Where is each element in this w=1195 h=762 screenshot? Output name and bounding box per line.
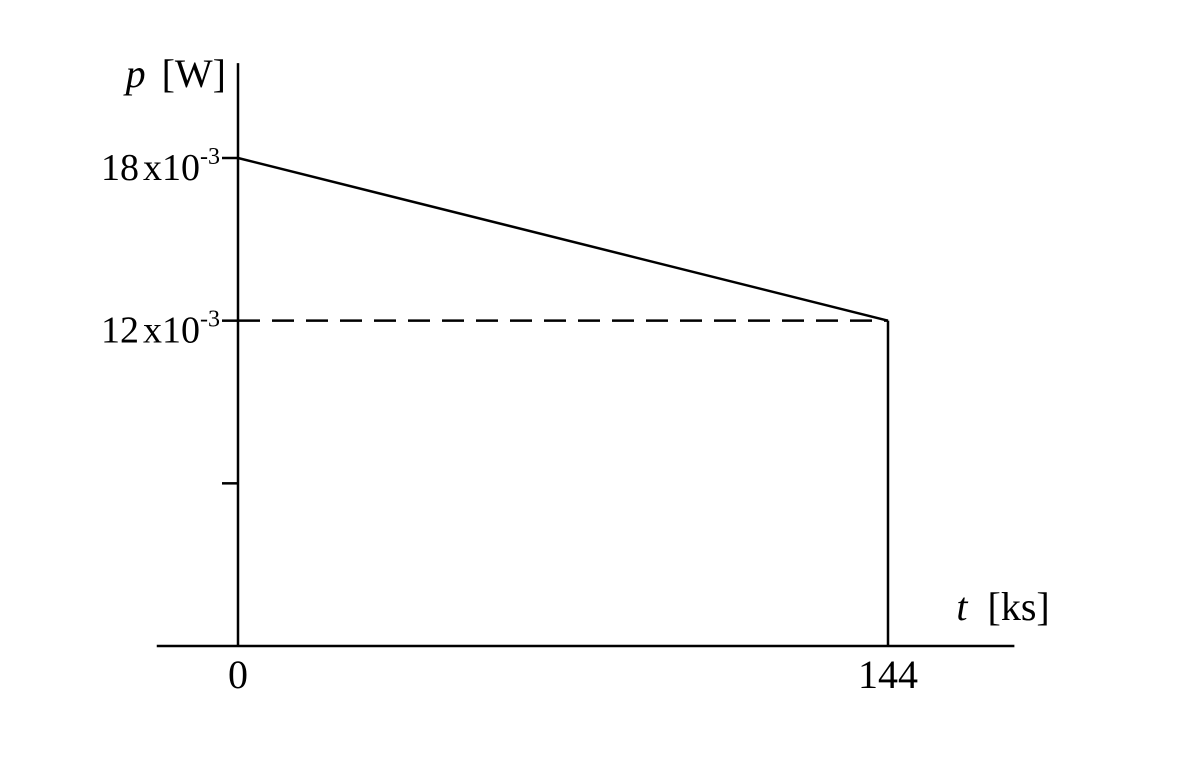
guide-lines — [238, 319, 890, 646]
y-axis-label: p [W] — [123, 51, 226, 96]
x-tick-label: 0 — [228, 652, 248, 697]
y-axis-unit: [W] — [162, 51, 226, 96]
x-axis-label: t [ks] — [956, 584, 1049, 629]
series-lines — [237, 156, 889, 322]
y-axis-symbol: p — [123, 51, 146, 96]
y-tick-base: 10 — [162, 310, 200, 352]
x-tick-label: 144 — [858, 652, 918, 697]
y-tick-base: 10 — [162, 147, 200, 189]
power-series-line — [237, 156, 889, 322]
y-axis-ticks — [222, 156, 238, 485]
x-axis-unit: [ks] — [988, 584, 1050, 629]
x-axis-tick-labels: 0 144 — [228, 652, 918, 697]
y-tick-label: 12 x10-3 — [101, 307, 220, 352]
y-tick-times: x — [143, 147, 162, 189]
y-axis-tick-labels: 18 x10-312 x10-3 — [101, 144, 220, 352]
y-tick-exponent: -3 — [200, 144, 220, 170]
y-tick-mantissa: 18 — [101, 147, 139, 189]
y-tick-times: x — [143, 310, 162, 352]
y-tick-exponent: -3 — [200, 307, 220, 333]
y-tick-label: 18 x10-3 — [101, 144, 220, 189]
x-axis-symbol: t — [956, 584, 968, 629]
y-tick-mantissa: 12 — [101, 310, 139, 352]
